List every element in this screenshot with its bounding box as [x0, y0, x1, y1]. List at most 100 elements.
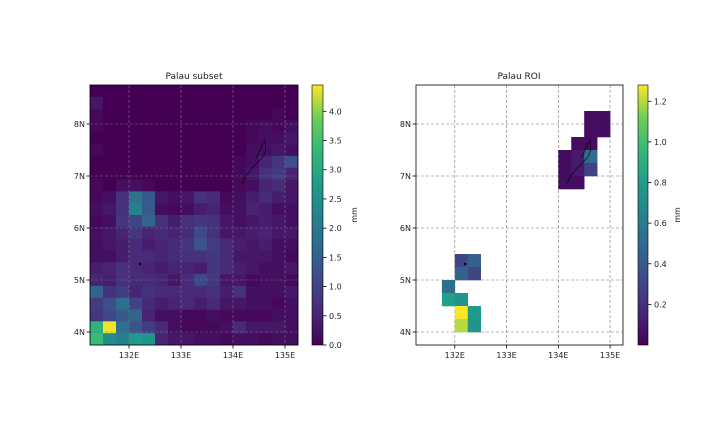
heatmap-cell: [272, 132, 286, 145]
heatmap-cell: [142, 333, 156, 346]
heatmap-cell: [584, 163, 598, 177]
heatmap-cell: [233, 179, 247, 192]
heatmap-cell: [155, 226, 169, 239]
heatmap-cell: [168, 250, 182, 263]
heatmap-cell: [116, 85, 130, 98]
heatmap-cell: [155, 321, 169, 334]
heatmap-cell: [142, 96, 156, 109]
roi-island-dot: [463, 262, 467, 266]
heatmap-cell: [116, 96, 130, 109]
heatmap-cell: [272, 144, 286, 157]
heatmap-cell: [207, 96, 221, 109]
heatmap-cell: [155, 85, 169, 98]
heatmap-cell: [246, 179, 260, 192]
heatmap-cell: [220, 120, 234, 133]
heatmap-cell: [90, 262, 104, 275]
heatmap-cell: [454, 306, 469, 320]
heatmap-cell: [246, 285, 260, 299]
heatmap-cell: [220, 132, 234, 145]
heatmap-cell: [181, 309, 195, 322]
heatmap-cell: [246, 297, 260, 310]
heatmap-cell: [220, 167, 234, 180]
heatmap-cell: [90, 203, 104, 216]
heatmap-cell: [129, 144, 143, 157]
subset-y-ticks: 4N 5N 6N 7N 8N: [74, 120, 90, 337]
heatmap-cell: [259, 203, 273, 216]
heatmap-cell: [90, 144, 104, 157]
colorbar-tick-label: 2.0: [329, 224, 342, 233]
heatmap-cell: [233, 108, 247, 121]
heatmap-cell: [103, 85, 117, 98]
heatmap-cell: [194, 155, 208, 169]
subset-heatmap: [90, 85, 299, 346]
heatmap-cell: [272, 226, 286, 239]
heatmap-cell: [220, 297, 234, 310]
roi-island-outline-inner: [580, 141, 589, 159]
heatmap-cell: [285, 285, 299, 299]
heatmap-cell: [597, 124, 611, 138]
roi-frame: [415, 84, 624, 346]
heatmap-cell: [272, 297, 286, 310]
heatmap-cell: [207, 321, 221, 334]
heatmap-cell: [259, 167, 273, 180]
colorbar-tick-label: 1.5: [329, 253, 342, 262]
heatmap-cell: [90, 226, 104, 239]
heatmap-cell: [90, 285, 104, 299]
subset-frame: [89, 84, 299, 346]
heatmap-cell: [285, 333, 299, 346]
heatmap-cell: [233, 309, 247, 322]
colorbar-tick-label: 3.5: [329, 137, 342, 146]
heatmap-cell: [103, 333, 117, 346]
heatmap-cell: [194, 297, 208, 310]
heatmap-cell: [207, 226, 221, 239]
heatmap-cell: [103, 285, 117, 299]
y-tick-label: 7N: [400, 172, 411, 181]
heatmap-cell: [116, 144, 130, 157]
heatmap-cell: [168, 321, 182, 334]
heatmap-cell: [246, 144, 260, 157]
heatmap-cell: [246, 250, 260, 263]
heatmap-cell: [246, 203, 260, 216]
heatmap-cell: [155, 203, 169, 216]
heatmap-cell: [454, 254, 469, 268]
heatmap-cell: [116, 191, 130, 204]
heatmap-cell: [116, 226, 130, 239]
heatmap-cell: [467, 267, 481, 281]
heatmap-cell: [181, 120, 195, 133]
heatmap-cell: [181, 203, 195, 216]
heatmap-cell: [220, 203, 234, 216]
heatmap-cell: [129, 226, 143, 239]
heatmap-cell: [233, 321, 247, 334]
heatmap-cell: [246, 191, 260, 204]
heatmap-cell: [246, 238, 260, 251]
heatmap-cell: [233, 285, 247, 299]
heatmap-cell: [103, 108, 117, 121]
heatmap-cell: [207, 155, 221, 169]
heatmap-cell: [129, 132, 143, 145]
heatmap-cell: [272, 96, 286, 109]
heatmap-cell: [220, 96, 234, 109]
heatmap-cell: [103, 96, 117, 109]
island-outline-main: [241, 138, 266, 184]
heatmap-cell: [246, 309, 260, 322]
heatmap-cell: [129, 179, 143, 192]
heatmap-cell: [142, 108, 156, 121]
heatmap-cell: [272, 215, 286, 228]
subset-title: Palau subset: [166, 72, 223, 82]
heatmap-cell: [597, 111, 611, 125]
heatmap-cell: [116, 155, 130, 169]
heatmap-cell: [259, 191, 273, 204]
heatmap-cell: [142, 262, 156, 275]
heatmap-cell: [129, 297, 143, 310]
roi-title: Palau ROI: [497, 72, 540, 82]
heatmap-cell: [194, 144, 208, 157]
heatmap-cell: [285, 85, 299, 98]
heatmap-cell: [155, 333, 169, 346]
heatmap-cell: [233, 167, 247, 180]
heatmap-cell: [129, 309, 143, 322]
subset-island-outline: [138, 138, 266, 266]
heatmap-cell: [90, 167, 104, 180]
heatmap-cell: [129, 285, 143, 299]
heatmap-cell: [194, 85, 208, 98]
